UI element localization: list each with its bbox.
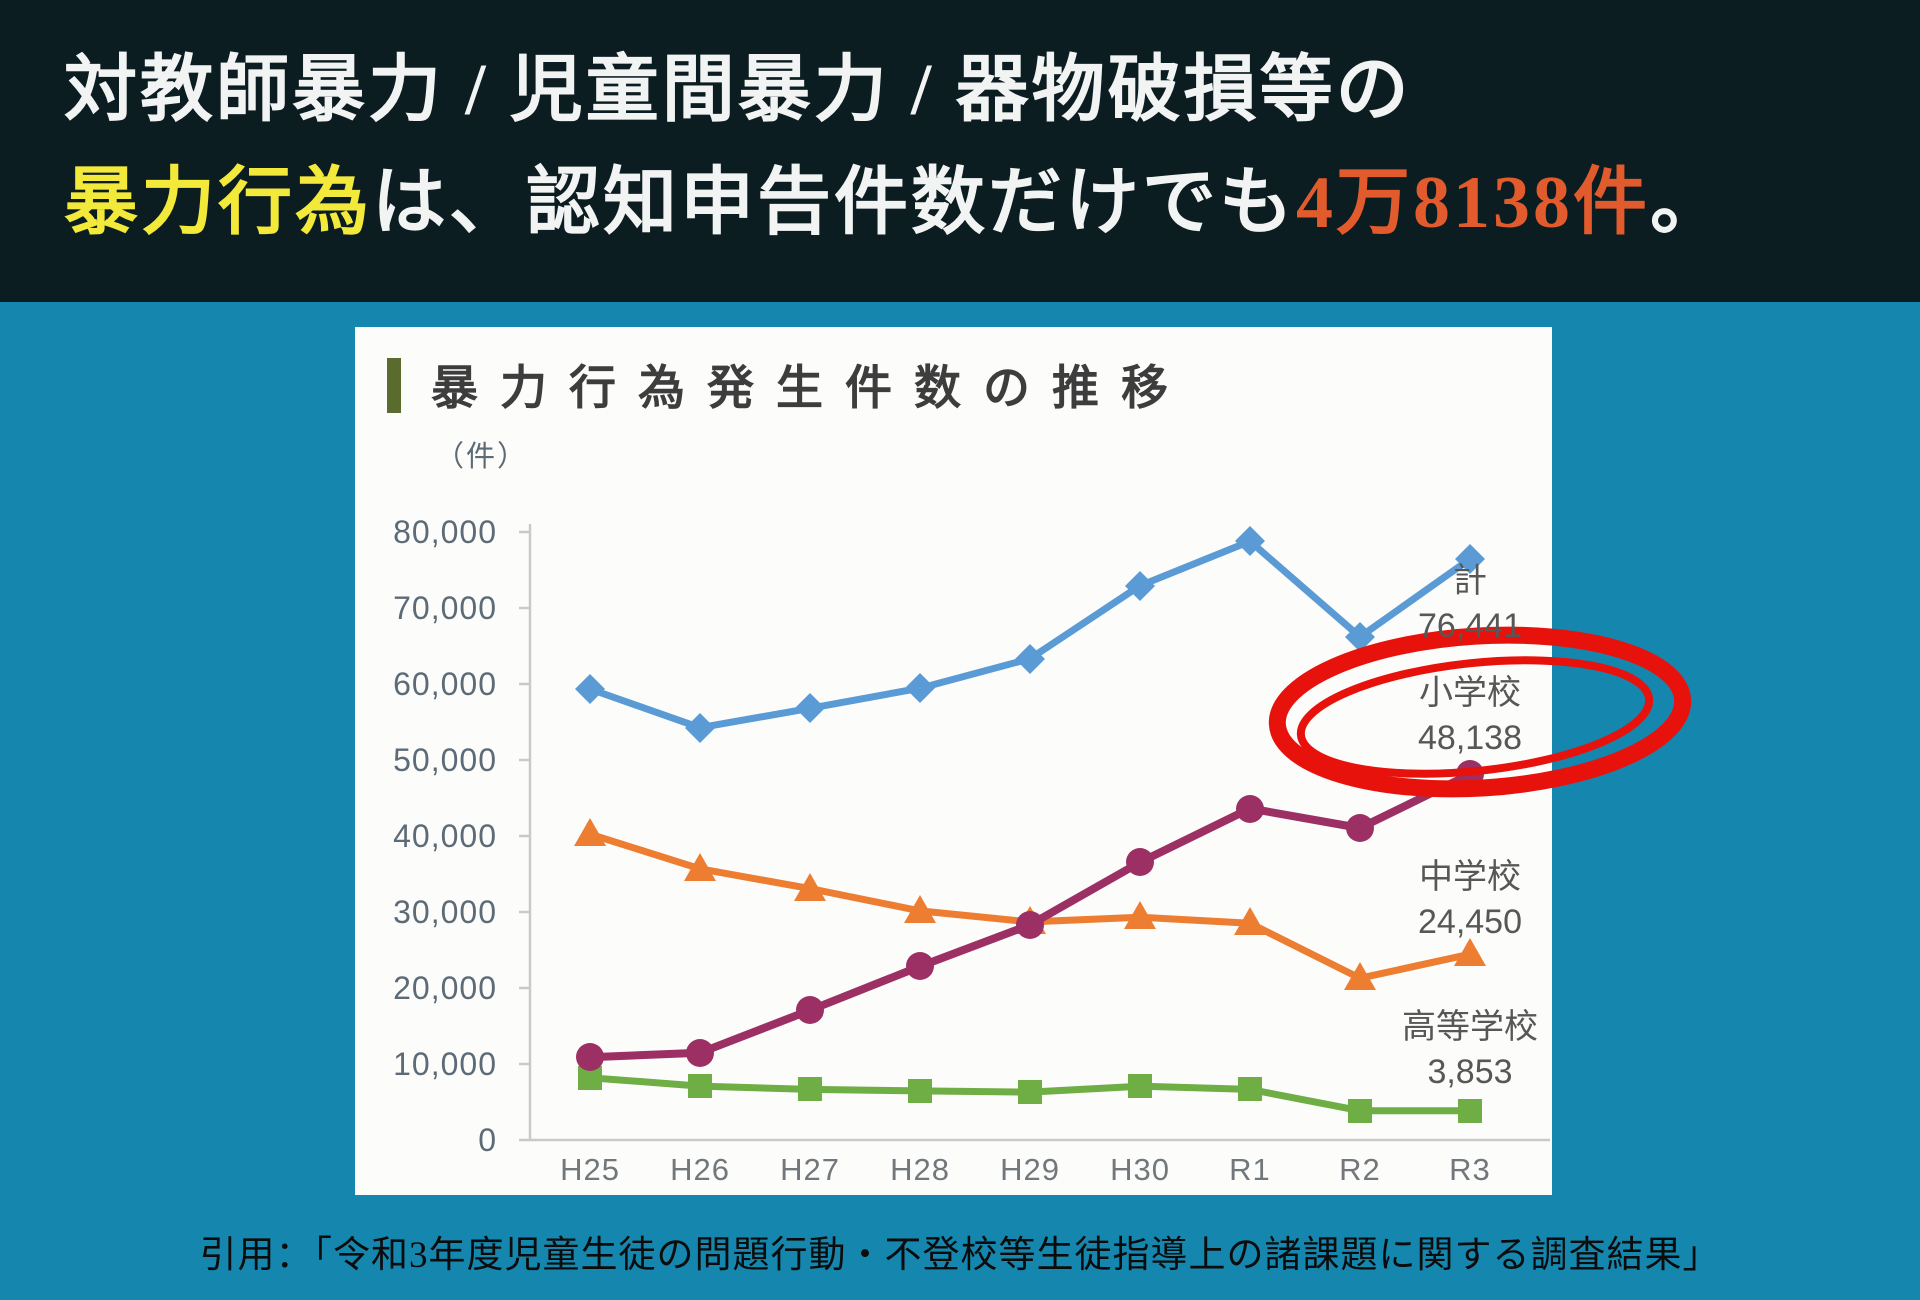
x-tick-label: R3 <box>1449 1152 1491 1187</box>
axis-layer <box>519 524 1550 1142</box>
series-name: 小学校 <box>1419 674 1521 712</box>
x-tick-label: H28 <box>890 1152 950 1187</box>
y-axis-tick-labels: 80,000 70,000 60,000 50,000 40,000 30,00… <box>355 513 497 1159</box>
y-tick-label: 50,000 <box>393 742 497 778</box>
x-tick-label: H25 <box>560 1152 620 1187</box>
x-axis-tick-labels: H25 H26 H27 H28 H29 H30 R1 R2 R3 <box>535 1152 1525 1188</box>
citation: 引用：「令和3年度児童生徒の問題行動・不登校等生徒指導上の諸課題に関する調査結果… <box>199 1235 1721 1276</box>
data-point-circle <box>1126 848 1154 876</box>
data-point-circle <box>796 996 824 1024</box>
data-point-triangle <box>684 853 716 881</box>
data-point-triangle <box>1124 901 1156 929</box>
data-point-square <box>1238 1077 1262 1101</box>
y-tick-label: 60,000 <box>393 666 497 702</box>
headline-mid: は、認知申告件数だけでも <box>372 162 1296 244</box>
data-point-triangle <box>904 895 936 923</box>
data-point-diamond <box>1235 526 1265 556</box>
data-point-circle <box>1236 795 1264 823</box>
series-name: 高等学校 <box>1402 1008 1538 1046</box>
series-3 <box>578 1066 1482 1123</box>
data-point-square <box>798 1077 822 1101</box>
series-name: 中学校 <box>1419 858 1521 896</box>
title-accent-bar <box>387 358 401 413</box>
x-tick-label: R1 <box>1229 1152 1271 1187</box>
x-tick-label: H27 <box>780 1152 840 1187</box>
data-point-diamond <box>795 693 825 723</box>
y-tick-label: 10,000 <box>393 1046 497 1082</box>
data-point-diamond <box>1015 644 1045 674</box>
chart-plot <box>519 524 1692 1142</box>
highlight-circle <box>1268 626 1692 798</box>
series-value: 48,138 <box>1418 719 1522 757</box>
y-tick-label: 40,000 <box>393 818 497 854</box>
data-point-circle <box>686 1039 714 1067</box>
data-point-diamond <box>905 673 935 703</box>
data-point-square <box>1018 1080 1042 1104</box>
series-1 <box>576 760 1484 1071</box>
data-point-triangle <box>574 818 606 846</box>
headline-number: 4万8138件 <box>1296 162 1650 244</box>
data-point-circle <box>1346 814 1374 842</box>
headline-line1: 対教師暴力 / 児童間暴力 / 器物破損等の <box>64 49 1412 130</box>
highlight-circle-inner <box>1296 656 1654 778</box>
y-tick-label: 0 <box>478 1122 497 1158</box>
chart-card: 暴力行為発生件数の推移 （件） 80,000 70,000 60,000 50,… <box>355 327 1692 1195</box>
headline-highlight: 暴力行為 <box>64 162 372 244</box>
y-axis-unit-label: （件） <box>435 441 529 473</box>
series-layer <box>574 526 1486 1123</box>
headline-period: 。 <box>1650 162 1727 244</box>
data-point-triangle <box>1344 962 1376 990</box>
series-label-total: 計 76,441 <box>1395 559 1545 649</box>
data-point-square <box>1348 1099 1372 1123</box>
y-tick-label: 80,000 <box>393 514 497 550</box>
y-tick-label: 70,000 <box>393 590 497 626</box>
x-tick-label: H26 <box>670 1152 730 1187</box>
data-point-circle <box>1016 911 1044 939</box>
data-point-circle <box>906 952 934 980</box>
data-point-square <box>1458 1099 1482 1123</box>
series-name: 計 <box>1453 562 1487 600</box>
series-value: 24,450 <box>1418 903 1522 941</box>
series-label-high-school: 高等学校 3,853 <box>1395 1005 1545 1095</box>
x-tick-label: R2 <box>1339 1152 1381 1187</box>
y-tick-label: 30,000 <box>393 894 497 930</box>
data-point-diamond <box>685 713 715 743</box>
headline-line2: 暴力行為は、認知申告件数だけでも4万8138件。 <box>64 142 1727 249</box>
series-value: 76,441 <box>1418 607 1522 645</box>
highlight-circle-outer <box>1268 626 1692 798</box>
data-point-square <box>1128 1074 1152 1098</box>
series-label-elementary: 小学校 48,138 <box>1395 671 1545 761</box>
data-point-diamond <box>575 674 605 704</box>
y-tick-label: 20,000 <box>393 970 497 1006</box>
data-point-triangle <box>1234 907 1266 935</box>
data-point-square <box>908 1079 932 1103</box>
series-value: 3,853 <box>1427 1053 1513 1091</box>
series-0 <box>575 526 1485 743</box>
x-tick-label: H30 <box>1110 1152 1170 1187</box>
data-point-diamond <box>1125 571 1155 601</box>
x-tick-label: H29 <box>1000 1152 1060 1187</box>
data-point-square <box>688 1074 712 1098</box>
series-label-junior-high: 中学校 24,450 <box>1395 855 1545 945</box>
chart-title: 暴力行為発生件数の推移 <box>431 361 1190 414</box>
header-banner: 対教師暴力 / 児童間暴力 / 器物破損等の 暴力行為は、認知申告件数だけでも4… <box>0 0 1920 302</box>
data-point-circle <box>576 1043 604 1071</box>
data-point-diamond <box>1455 544 1485 574</box>
data-point-triangle <box>1454 938 1486 966</box>
data-point-diamond <box>1345 622 1375 652</box>
data-point-triangle <box>794 873 826 901</box>
series-2 <box>574 818 1486 990</box>
